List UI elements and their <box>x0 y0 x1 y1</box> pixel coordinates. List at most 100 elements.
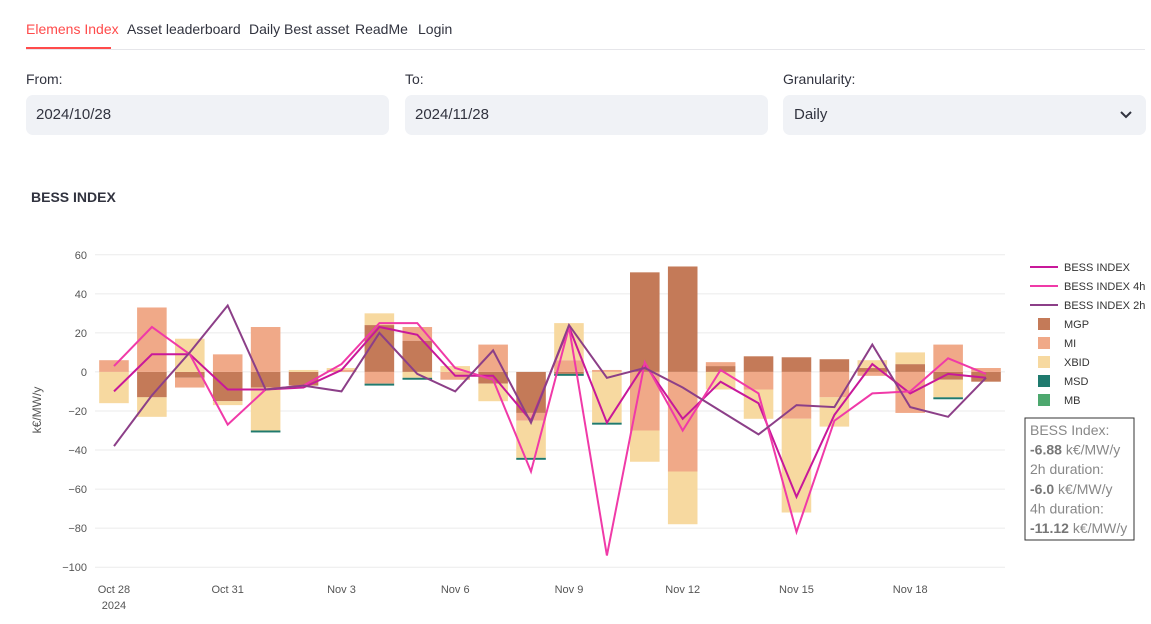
bar-segment <box>175 377 205 388</box>
date-input[interactable]: 2024/10/28 <box>26 95 389 135</box>
annotation-value: -6.0 <box>1030 481 1054 497</box>
bar-segment <box>212 371 243 402</box>
legend-label: BESS INDEX 4h <box>1064 281 1145 293</box>
bar-segment <box>99 371 129 404</box>
bar-segment <box>819 359 850 372</box>
bar-segment <box>516 412 546 421</box>
bar-segment <box>478 371 508 384</box>
x-tick-label: Nov 12 <box>665 584 700 596</box>
bar-segment <box>212 401 243 406</box>
bar-segment <box>554 360 584 372</box>
y-tick-label: 40 <box>75 289 87 301</box>
bar-segment <box>516 457 546 460</box>
bar-segment <box>667 266 698 372</box>
bar-segment <box>402 377 433 380</box>
bar-segment <box>250 371 281 388</box>
legend-label: BESS INDEX 2h <box>1064 300 1145 312</box>
annotation-line: -11.12 k€/MW/y <box>1030 520 1127 536</box>
annotation-value: -6.88 <box>1030 442 1062 458</box>
chart-title: BESS INDEX <box>31 189 116 205</box>
annotation-line: -6.0 k€/MW/y <box>1030 481 1112 497</box>
bar-segment <box>971 368 1001 372</box>
bar-segment <box>933 397 963 400</box>
x-tick-label: Nov 6 <box>441 584 470 596</box>
date-input[interactable]: 2024/11/28 <box>405 95 768 135</box>
legend-label: MSD <box>1064 376 1089 388</box>
bar-segment <box>175 371 205 378</box>
y-tick-label: −40 <box>68 445 87 457</box>
annotation-line: 2h duration: <box>1030 461 1104 477</box>
bar-segment <box>857 371 888 376</box>
annotation-line: 4h duration: <box>1030 500 1104 516</box>
bar-segment <box>819 371 850 398</box>
y-tick-label: −20 <box>68 406 87 418</box>
y-tick-label: 60 <box>75 250 87 262</box>
x-tick-label: Oct 31 <box>212 584 244 596</box>
bar-segment <box>743 356 774 372</box>
tab[interactable]: Login <box>418 21 453 37</box>
legend-swatch <box>1038 375 1050 387</box>
legend-label: XBID <box>1064 357 1090 369</box>
x-tick-label: Nov 18 <box>893 584 928 596</box>
legend-label: MGP <box>1064 319 1089 331</box>
legend-label: MB <box>1064 395 1081 407</box>
chart: BESS INDEX 60 40 20 0 −20 −40 −60 −80 −100 k€/MW/… <box>30 189 1145 612</box>
annotation-unit: k€/MW/y <box>1073 520 1127 536</box>
field-label: Granularity: <box>783 71 856 87</box>
bar-segment <box>364 383 395 386</box>
x-tick-label: Oct 28 <box>98 584 130 596</box>
bar-segment <box>364 313 395 326</box>
bar-segment <box>705 362 736 367</box>
bar-segment <box>743 371 774 390</box>
legend-swatch <box>1038 394 1050 406</box>
annotation-unit: k€/MW/y <box>1058 481 1112 497</box>
bar-segment <box>554 371 584 374</box>
bar-segment <box>212 354 243 372</box>
annotation-box <box>1024 417 1135 541</box>
legend-label: MI <box>1064 338 1076 350</box>
x-tick-year: 2024 <box>102 600 126 612</box>
x-tick-label: Nov 3 <box>327 584 356 596</box>
bar-segment <box>857 368 888 372</box>
bar-segment <box>667 471 698 525</box>
line-series <box>113 322 987 556</box>
bar-segment <box>137 307 167 372</box>
y-tick-label: −100 <box>62 562 87 574</box>
legend-label: BESS INDEX <box>1064 262 1131 274</box>
bar-segment <box>288 369 319 372</box>
y-axis-label: k€/MW/y <box>30 387 44 434</box>
bar-segment <box>137 397 167 417</box>
tab[interactable]: Elemens Index <box>26 21 119 37</box>
annotation-value: -11.12 <box>1030 520 1069 536</box>
tab[interactable]: Daily Best asset <box>249 21 350 37</box>
bar-segment <box>630 430 660 462</box>
bar-segment <box>516 420 546 458</box>
select-input[interactable]: Daily <box>783 95 1146 135</box>
bar-segment <box>895 352 925 365</box>
legend-swatch <box>1038 356 1050 368</box>
bar-segment <box>554 373 584 376</box>
bar-segment <box>630 272 660 372</box>
bar-segment <box>592 369 622 372</box>
bar-segment <box>933 379 963 398</box>
x-tick-label: Nov 15 <box>779 584 814 596</box>
bar-segment <box>478 344 508 372</box>
bar-segment <box>933 371 963 380</box>
tab[interactable]: Asset leaderboard <box>127 21 241 37</box>
field-label: To: <box>405 71 424 87</box>
dropdown-arrow <box>1120 111 1132 119</box>
tab[interactable]: ReadMe <box>355 21 408 37</box>
line-series <box>113 303 987 447</box>
bar-segment <box>895 364 925 372</box>
y-tick-label: −60 <box>68 484 87 496</box>
tab-bar: Elemens Index Asset leaderboard Daily Be… <box>26 18 1145 50</box>
y-tick-label: 0 <box>81 367 87 379</box>
select-value: Daily <box>794 106 828 123</box>
bar-segment <box>781 357 812 372</box>
line-series <box>113 324 987 500</box>
annotation-unit: k€/MW/y <box>1066 442 1120 458</box>
active-tab-indicator <box>26 47 111 49</box>
bar-segment <box>250 430 281 433</box>
legend-swatch <box>1038 337 1050 349</box>
